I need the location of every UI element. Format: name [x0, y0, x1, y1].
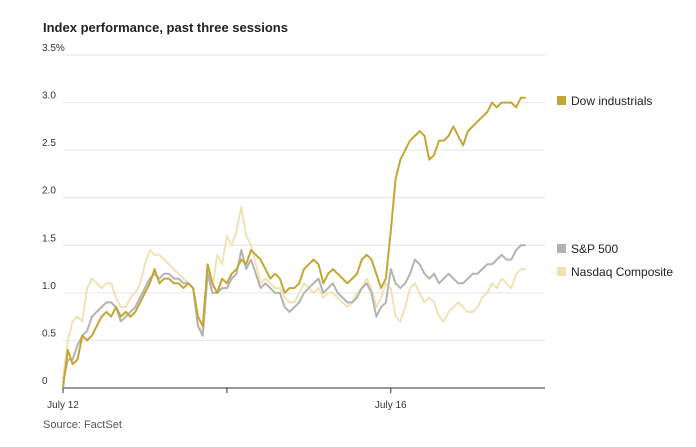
y-tick-label: 0	[42, 376, 48, 387]
y-tick-label: 0.5	[42, 328, 56, 339]
x-tick-label: July 16	[375, 400, 407, 411]
y-tick-label: 1.5	[42, 233, 56, 244]
legend-label: Dow industrials	[571, 94, 652, 108]
y-axis-ticks: 0 0.5 1.0 1.5 2.0 2.5 3.0 3.5%	[42, 43, 65, 387]
legend-swatch	[557, 244, 566, 253]
series-line-s-p-500	[62, 244, 526, 384]
chart-source: Source: FactSet	[43, 419, 122, 431]
gridlines	[63, 54, 545, 341]
x-tick-label: July 12	[47, 400, 79, 411]
legend-swatch	[557, 267, 566, 276]
y-tick-label: 3.0	[42, 91, 56, 102]
chart-title: Index performance, past three sessions	[43, 20, 288, 35]
series-line-dow-industrials	[62, 96, 526, 389]
series-lines	[62, 96, 526, 389]
x-axis: July 12 July 16	[47, 387, 545, 411]
series-line-nasdaq-composite	[62, 206, 526, 379]
y-tick-label: 2.5	[42, 138, 56, 149]
legend-label: S&P 500	[571, 242, 618, 256]
legend-swatch	[557, 96, 566, 105]
y-tick-label: 3.5%	[42, 43, 65, 54]
y-tick-label: 1.0	[42, 281, 56, 292]
legend: Dow industrials S&P 500 Nasdaq Composite	[557, 94, 673, 279]
legend-label: Nasdaq Composite	[571, 265, 673, 279]
y-tick-label: 2.0	[42, 186, 56, 197]
